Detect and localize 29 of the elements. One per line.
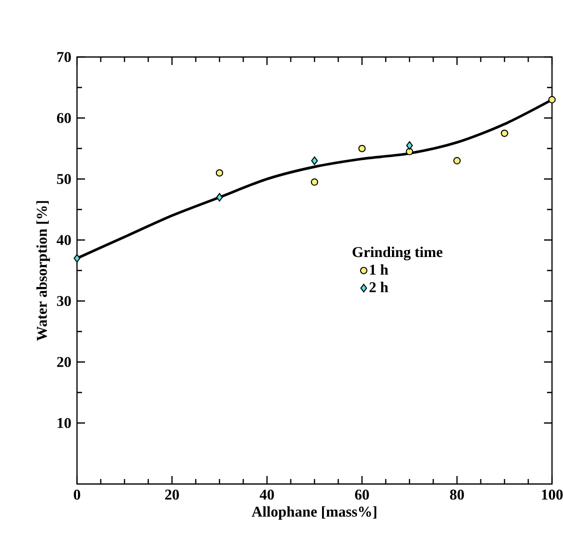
y-tick-label: 60 — [56, 112, 71, 124]
x-axis-title: Allophane [mass%] — [252, 506, 376, 520]
y-tick-label: 10 — [58, 418, 71, 428]
point — [453, 157, 461, 164]
point — [548, 96, 556, 104]
point — [358, 144, 366, 152]
point — [406, 141, 413, 150]
point — [311, 156, 318, 165]
y-tick-label: 50 — [57, 174, 71, 184]
point — [216, 193, 223, 202]
legend-label: 2 h — [370, 282, 388, 292]
legend-title: Grinding time — [352, 246, 442, 260]
point — [74, 254, 80, 263]
x-tick-label: 80 — [450, 490, 464, 500]
x-tick-label: 100 — [542, 490, 563, 500]
point — [310, 178, 318, 186]
y-tick-label: 30 — [57, 296, 71, 306]
point — [216, 169, 224, 177]
y-tick-label: 70 — [57, 52, 71, 62]
x-tick-label: 20 — [165, 490, 179, 500]
y-tick-label: 20 — [57, 356, 71, 368]
y-axis-title: Water absorption [%] — [36, 201, 50, 341]
x-tick-label: 0 — [74, 490, 80, 500]
x-tick-label: 40 — [260, 490, 274, 500]
point — [406, 148, 414, 156]
y-tick-label: 40 — [56, 234, 71, 246]
point — [500, 130, 508, 137]
x-tick-label: 60 — [355, 490, 369, 500]
legend-label: 1 h — [370, 264, 388, 275]
